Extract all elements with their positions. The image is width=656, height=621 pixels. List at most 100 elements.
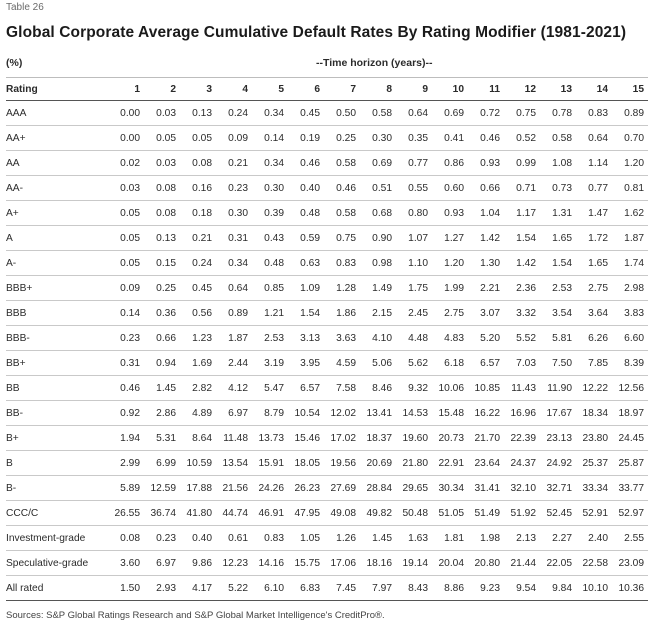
value-cell: 12.02 [324, 400, 360, 426]
value-cell: 9.32 [396, 375, 432, 401]
table-title: Global Corporate Average Cumulative Defa… [6, 24, 627, 41]
year-header: 4 [216, 78, 252, 101]
value-cell: 2.40 [576, 525, 612, 551]
table-row: B 2.99 6.99 10.59 13.54 15.91 18.05 19.56 20.69 2… [6, 450, 648, 476]
value-cell: 24.37 [504, 450, 540, 476]
value-cell: 0.99 [504, 150, 540, 176]
value-cell: 30.34 [432, 475, 468, 501]
value-cell: 47.95 [288, 500, 324, 526]
value-cell: 1.50 [108, 575, 144, 601]
value-cell: 1.47 [576, 200, 612, 226]
value-cell: 1.09 [288, 275, 324, 301]
value-cell: 0.86 [432, 150, 468, 176]
value-cell: 0.81 [612, 175, 648, 201]
value-cell: 7.03 [504, 350, 540, 376]
year-header: 3 [180, 78, 216, 101]
value-cell: 8.46 [360, 375, 396, 401]
value-cell: 26.23 [288, 475, 324, 501]
value-cell: 0.00 [108, 125, 144, 151]
value-cell: 0.89 [612, 100, 648, 126]
value-cell: 0.30 [216, 200, 252, 226]
value-cell: 0.25 [324, 125, 360, 151]
value-cell: 1.74 [612, 250, 648, 276]
value-cell: 23.09 [612, 550, 648, 576]
value-cell: 20.04 [432, 550, 468, 576]
value-cell: 0.13 [144, 225, 180, 251]
value-cell: 5.47 [252, 375, 288, 401]
value-cell: 0.45 [288, 100, 324, 126]
value-cell: 0.50 [324, 100, 360, 126]
value-cell: 2.75 [432, 300, 468, 326]
value-cell: 0.90 [360, 225, 396, 251]
value-cell: 0.46 [108, 375, 144, 401]
value-cell: 10.54 [288, 400, 324, 426]
value-cell: 15.91 [252, 450, 288, 476]
value-cell: 49.82 [360, 500, 396, 526]
value-cell: 0.93 [468, 150, 504, 176]
value-cell: 13.41 [360, 400, 396, 426]
value-cell: 31.41 [468, 475, 504, 501]
value-cell: 11.90 [540, 375, 576, 401]
value-cell: 0.02 [108, 150, 144, 176]
value-cell: 22.91 [432, 450, 468, 476]
value-cell: 13.54 [216, 450, 252, 476]
value-cell: 0.48 [288, 200, 324, 226]
value-cell: 8.79 [252, 400, 288, 426]
value-cell: 0.08 [108, 525, 144, 551]
value-cell: 0.73 [540, 175, 576, 201]
value-cell: 2.75 [576, 275, 612, 301]
value-cell: 1.54 [540, 250, 576, 276]
table-row: B+ 1.94 5.31 8.64 11.48 13.73 15.46 17.02 18.37 1… [6, 425, 648, 451]
value-cell: 18.16 [360, 550, 396, 576]
value-cell: 52.91 [576, 500, 612, 526]
value-cell: 49.08 [324, 500, 360, 526]
value-cell: 11.48 [216, 425, 252, 451]
value-cell: 15.48 [432, 400, 468, 426]
value-cell: 6.57 [468, 350, 504, 376]
value-cell: 6.99 [144, 450, 180, 476]
rating-cell: B- [6, 475, 108, 501]
value-cell: 2.13 [504, 525, 540, 551]
value-cell: 0.58 [324, 200, 360, 226]
value-cell: 1.28 [324, 275, 360, 301]
value-cell: 2.44 [216, 350, 252, 376]
value-cell: 27.69 [324, 475, 360, 501]
value-cell: 0.41 [432, 125, 468, 151]
value-cell: 5.52 [504, 325, 540, 351]
value-cell: 17.67 [540, 400, 576, 426]
value-cell: 0.36 [144, 300, 180, 326]
value-cell: 24.26 [252, 475, 288, 501]
year-header: 8 [360, 78, 396, 101]
value-cell: 4.59 [324, 350, 360, 376]
value-cell: 1.04 [468, 200, 504, 226]
value-cell: 0.05 [144, 125, 180, 151]
value-cell: 23.80 [576, 425, 612, 451]
value-cell: 3.95 [288, 350, 324, 376]
rating-cell: Speculative-grade [6, 550, 108, 576]
value-cell: 24.92 [540, 450, 576, 476]
year-header: 14 [576, 78, 612, 101]
value-cell: 19.14 [396, 550, 432, 576]
value-cell: 5.62 [396, 350, 432, 376]
value-cell: 8.39 [612, 350, 648, 376]
unit-label: (%) [6, 57, 23, 69]
value-cell: 21.56 [216, 475, 252, 501]
value-cell: 1.65 [540, 225, 576, 251]
value-cell: 0.03 [108, 175, 144, 201]
rating-cell: BB+ [6, 350, 108, 376]
value-cell: 0.46 [468, 125, 504, 151]
value-cell: 0.77 [576, 175, 612, 201]
value-cell: 19.60 [396, 425, 432, 451]
year-header: 6 [288, 78, 324, 101]
table-row: Speculative-grade 3.60 6.97 9.86 12.23 14.16 1… [6, 550, 648, 576]
value-cell: 51.05 [432, 500, 468, 526]
rating-cell: All rated [6, 575, 108, 601]
value-cell: 10.06 [432, 375, 468, 401]
value-cell: 4.83 [432, 325, 468, 351]
value-cell: 2.21 [468, 275, 504, 301]
value-cell: 51.92 [504, 500, 540, 526]
value-cell: 1.63 [396, 525, 432, 551]
value-cell: 5.20 [468, 325, 504, 351]
value-cell: 0.64 [576, 125, 612, 151]
value-cell: 4.17 [180, 575, 216, 601]
